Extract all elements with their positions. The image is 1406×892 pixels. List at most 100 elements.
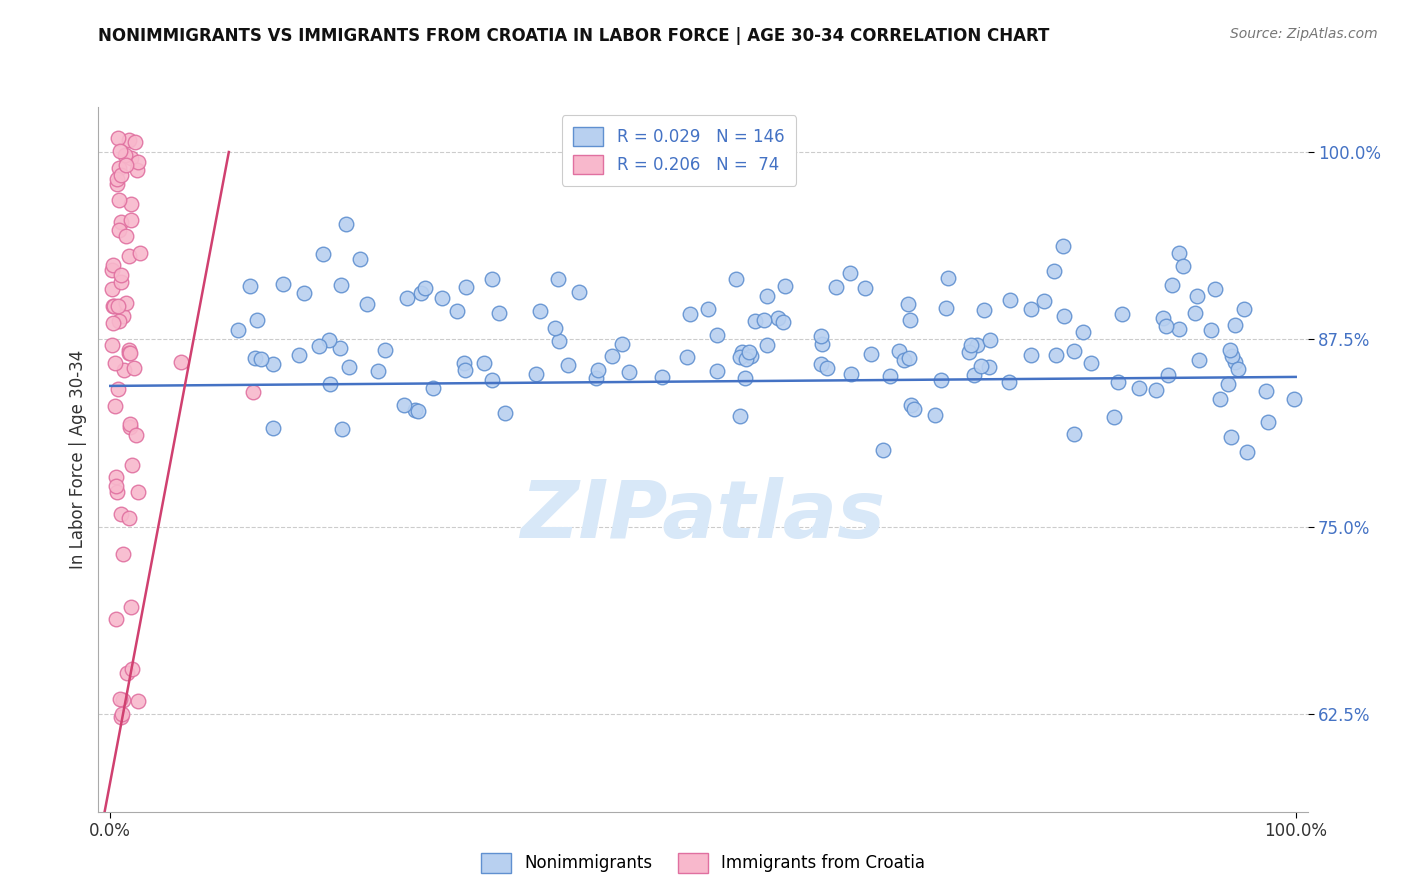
Point [959,338,981,352]
Y-axis label: In Labor Force | Age 30-34: In Labor Force | Age 30-34 [69,350,87,569]
Point [120,213,142,227]
Point [112,363,135,377]
Point [839,266,862,280]
Point [586,363,609,377]
Point [239,279,262,293]
Point [706,327,728,342]
Point [262,357,284,371]
Point [118,133,141,147]
Point [1219,430,1241,444]
Point [898,351,921,366]
Point [127,693,149,707]
Point [127,485,149,500]
Point [1167,322,1189,336]
Point [1063,343,1085,358]
Point [651,370,673,384]
Point [111,707,134,722]
Point [110,215,132,229]
Text: Source: ZipAtlas.com: Source: ZipAtlas.com [1230,27,1378,41]
Point [105,178,128,192]
Point [406,404,429,418]
Point [853,281,876,295]
Point [1102,409,1125,424]
Point [103,299,125,313]
Point [349,252,371,266]
Point [1204,282,1226,296]
Point [893,353,915,368]
Point [118,346,141,360]
Point [1173,259,1195,273]
Point [1223,318,1246,332]
Point [1220,349,1243,363]
Point [396,291,419,305]
Point [724,272,747,286]
Point [118,511,141,525]
Point [319,376,342,391]
Point [1019,302,1042,317]
Point [100,262,122,277]
Point [288,348,311,362]
Point [404,402,426,417]
Point [676,350,699,364]
Point [1187,352,1209,367]
Point [105,612,128,626]
Point [242,384,264,399]
Point [104,356,127,370]
Point [1053,309,1076,323]
Point [170,355,193,369]
Point [1236,445,1258,459]
Point [924,408,946,422]
Point [1226,362,1249,376]
Point [1052,239,1074,253]
Point [120,196,142,211]
Point [810,337,832,351]
Legend: R = 0.029   N = 146, R = 0.206   N =  74: R = 0.029 N = 146, R = 0.206 N = 74 [561,115,796,186]
Point [108,692,131,706]
Point [1154,319,1177,334]
Point [815,361,838,376]
Point [121,458,143,473]
Text: ZIPatlas: ZIPatlas [520,476,886,555]
Point [122,361,145,376]
Point [318,333,340,347]
Point [879,368,901,383]
Point [104,399,127,413]
Point [977,359,1000,374]
Point [1111,307,1133,321]
Point [125,428,148,442]
Point [226,323,249,337]
Point [859,347,882,361]
Point [115,665,138,680]
Point [547,272,569,286]
Point [936,271,959,285]
Point [107,131,129,145]
Point [308,339,330,353]
Point [110,710,132,724]
Point [128,246,150,260]
Point [734,371,756,385]
Point [115,229,138,244]
Point [105,485,128,500]
Point [335,218,357,232]
Point [679,307,702,321]
Point [897,297,920,311]
Point [337,359,360,374]
Point [110,268,132,282]
Point [529,304,551,318]
Text: NONIMMIGRANTS VS IMMIGRANTS FROM CROATIA IN LABOR FORCE | AGE 30-34 CORRELATION : NONIMMIGRANTS VS IMMIGRANTS FROM CROATIA… [98,27,1050,45]
Point [1019,348,1042,362]
Point [1033,294,1056,309]
Point [446,304,468,318]
Legend: Nonimmigrants, Immigrants from Croatia: Nonimmigrants, Immigrants from Croatia [474,847,932,880]
Point [744,314,766,328]
Point [374,343,396,357]
Point [118,343,141,357]
Point [243,351,266,365]
Point [728,350,751,364]
Point [246,313,269,327]
Point [474,356,496,370]
Point [1144,384,1167,398]
Point [979,333,1001,347]
Point [124,135,146,149]
Point [585,371,607,385]
